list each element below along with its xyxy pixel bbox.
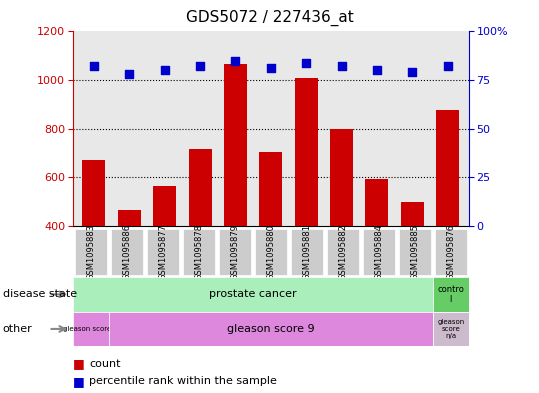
Point	[125, 71, 134, 77]
Text: contro
l: contro l	[438, 285, 465, 304]
Text: GSM1095886: GSM1095886	[122, 224, 132, 279]
Text: other: other	[3, 324, 32, 334]
Point	[444, 63, 452, 70]
Point	[302, 59, 310, 66]
Bar	[189, 149, 212, 226]
Point	[231, 57, 240, 64]
Text: GSM1095884: GSM1095884	[375, 224, 383, 279]
Text: ■: ■	[73, 357, 85, 370]
Bar	[259, 152, 282, 226]
Text: gleason score 9: gleason score 9	[227, 324, 315, 334]
Text: GSM1095877: GSM1095877	[158, 224, 167, 279]
Point	[337, 63, 346, 70]
Point	[196, 63, 204, 70]
Bar	[365, 178, 389, 226]
Bar	[436, 110, 459, 226]
Text: count: count	[89, 358, 120, 369]
Point	[161, 67, 169, 73]
Bar	[82, 160, 106, 226]
Point	[267, 65, 275, 72]
Bar	[330, 129, 353, 226]
Text: GSM1095881: GSM1095881	[302, 224, 312, 279]
Point	[89, 63, 98, 70]
Text: GSM1095880: GSM1095880	[266, 224, 275, 279]
Text: gleason
score
n/a: gleason score n/a	[437, 319, 465, 339]
Point	[372, 67, 381, 73]
Text: GSM1095879: GSM1095879	[230, 224, 239, 279]
Bar	[118, 210, 141, 226]
Text: GSM1095882: GSM1095882	[338, 224, 347, 279]
Bar	[401, 202, 424, 226]
Bar	[224, 64, 247, 226]
Bar	[295, 78, 317, 226]
Text: disease state: disease state	[3, 289, 77, 299]
Text: GDS5072 / 227436_at: GDS5072 / 227436_at	[185, 10, 354, 26]
Text: prostate cancer: prostate cancer	[209, 289, 296, 299]
Text: GSM1095878: GSM1095878	[195, 224, 203, 279]
Text: GSM1095876: GSM1095876	[446, 224, 455, 279]
Bar	[153, 186, 176, 226]
Text: percentile rank within the sample: percentile rank within the sample	[89, 376, 277, 386]
Text: GSM1095883: GSM1095883	[86, 224, 95, 279]
Text: gleason score 8: gleason score 8	[63, 326, 118, 332]
Text: GSM1095885: GSM1095885	[410, 224, 419, 279]
Text: ■: ■	[73, 375, 85, 388]
Point	[408, 69, 417, 75]
